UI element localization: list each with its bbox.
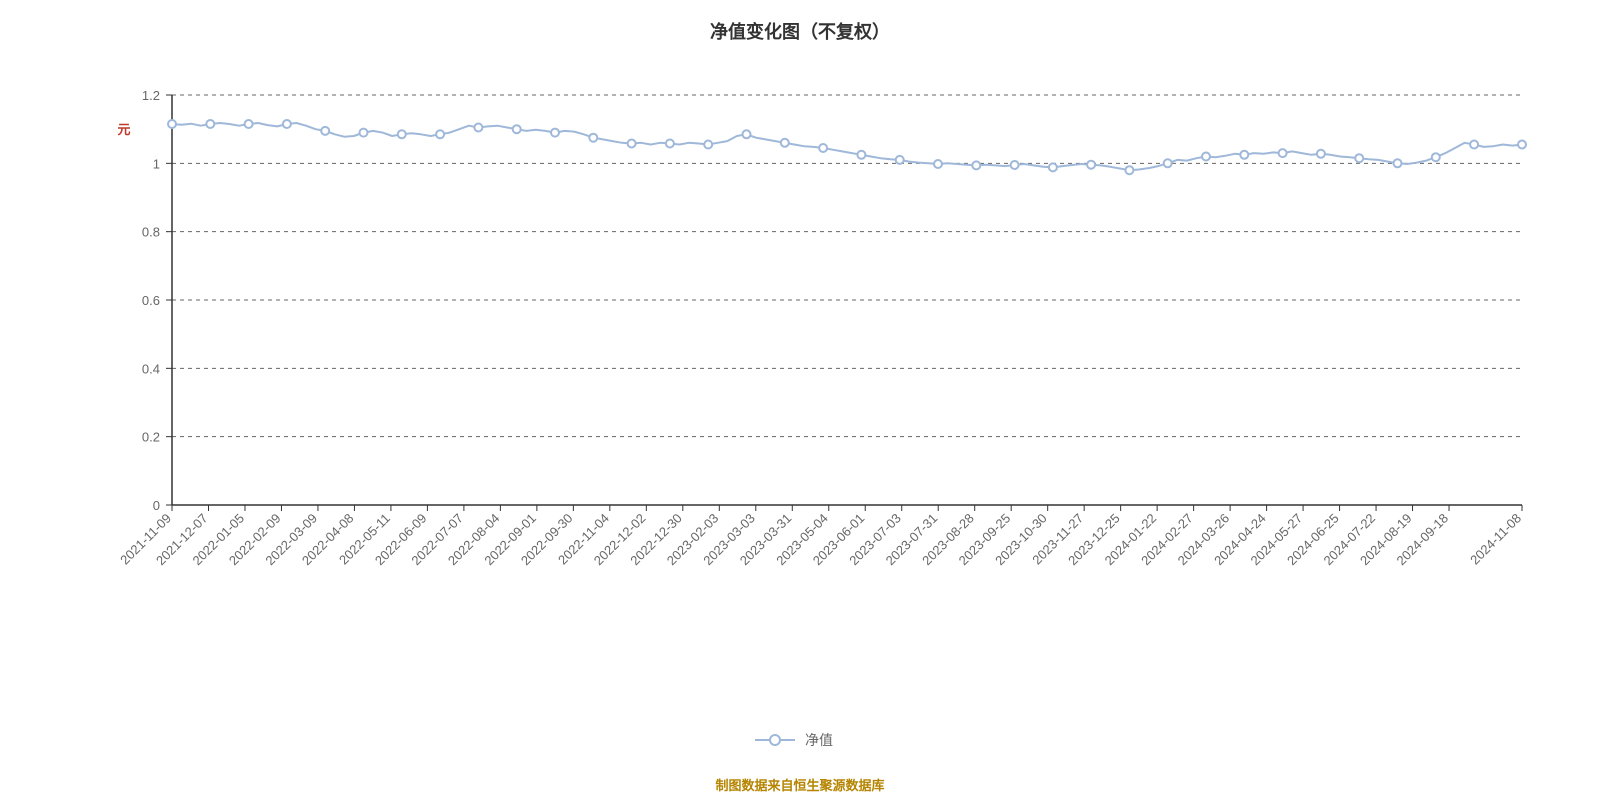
data-marker	[168, 120, 176, 128]
x-tick-label: 2024-11-08	[1467, 511, 1524, 568]
data-marker	[1202, 153, 1210, 161]
data-marker	[857, 151, 865, 159]
data-marker	[1355, 154, 1363, 162]
y-tick-label: 0.2	[142, 430, 160, 445]
data-marker	[1470, 141, 1478, 149]
data-marker	[1087, 161, 1095, 169]
data-marker	[1518, 141, 1526, 149]
data-marker	[551, 129, 559, 137]
data-marker	[628, 140, 636, 148]
data-marker	[819, 144, 827, 152]
data-marker	[474, 124, 482, 132]
data-marker	[1279, 149, 1287, 157]
data-marker	[1240, 151, 1248, 159]
data-marker	[360, 129, 368, 137]
data-marker	[896, 156, 904, 164]
y-tick-label: 1.2	[142, 88, 160, 103]
data-marker	[1394, 159, 1402, 167]
data-marker	[283, 120, 291, 128]
nav-chart: 净值变化图（不复权） 00.20.40.60.811.2元2021-11-092…	[0, 0, 1600, 800]
chart-svg: 00.20.40.60.811.2元2021-11-092021-12-0720…	[0, 0, 1600, 800]
data-marker	[513, 125, 521, 133]
data-marker	[398, 130, 406, 138]
y-tick-label: 0.4	[142, 361, 160, 376]
data-marker	[321, 127, 329, 135]
data-marker	[666, 140, 674, 148]
y-tick-label: 0.8	[142, 225, 160, 240]
data-marker	[206, 120, 214, 128]
data-marker	[589, 134, 597, 142]
y-tick-label: 1	[153, 156, 160, 171]
data-marker	[972, 161, 980, 169]
y-tick-label: 0	[153, 498, 160, 513]
data-marker	[245, 120, 253, 128]
legend-label: 净值	[805, 732, 833, 748]
data-marker	[704, 141, 712, 149]
data-marker	[436, 130, 444, 138]
data-marker	[1164, 159, 1172, 167]
data-marker	[1011, 161, 1019, 169]
y-axis-unit: 元	[117, 122, 130, 137]
data-marker	[781, 139, 789, 147]
y-tick-label: 0.6	[142, 293, 160, 308]
data-marker	[1049, 163, 1057, 171]
data-marker	[1317, 150, 1325, 158]
chart-title: 净值变化图（不复权）	[0, 18, 1600, 44]
chart-footer: 制图数据来自恒生聚源数据库	[0, 775, 1600, 794]
data-marker	[743, 130, 751, 138]
data-marker	[1432, 153, 1440, 161]
legend-marker	[770, 735, 780, 745]
data-marker	[1125, 166, 1133, 174]
data-marker	[934, 160, 942, 168]
